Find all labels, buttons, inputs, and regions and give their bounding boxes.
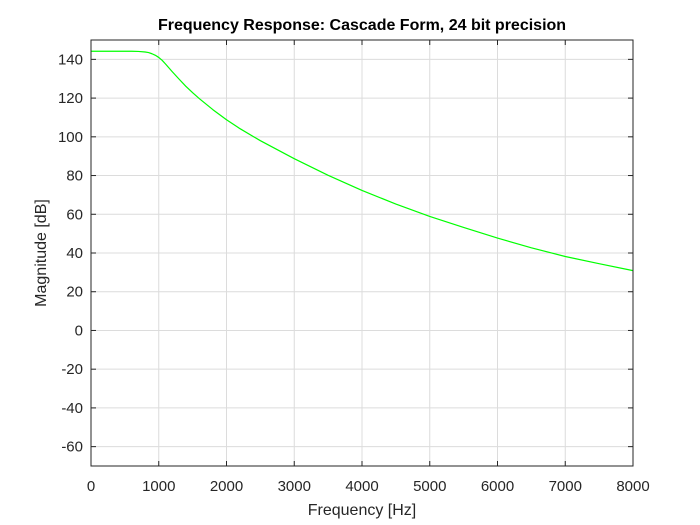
y-tick-label: 20 — [66, 284, 83, 301]
ticks: 0 1000 2000 3000 4000 5000 6000 7000 8000-60-40-… — [58, 40, 650, 495]
chart-title: Frequency Response: Cascade Form, 24 bit… — [158, 17, 566, 34]
y-tick-label: 140 — [58, 51, 83, 68]
y-tick-label: 80 — [66, 168, 83, 185]
x-tick-label: 6000 — [481, 478, 514, 495]
x-tick-label: 3000 — [278, 478, 311, 495]
y-tick-label: 40 — [66, 245, 83, 262]
series-layer — [91, 50, 634, 272]
y-tick-label: 100 — [58, 129, 83, 146]
y-tick-label: -20 — [61, 361, 83, 378]
y-tick-label: 120 — [58, 90, 83, 107]
x-tick-label: 7000 — [549, 478, 582, 495]
x-axis-label: Frequency [Hz] — [308, 502, 416, 519]
y-tick-label: 60 — [66, 206, 83, 223]
x-tick-label: 1000 — [142, 478, 175, 495]
x-tick-label: 8000 — [616, 478, 649, 495]
x-tick-label: 5000 — [413, 478, 446, 495]
series-line — [91, 50, 634, 272]
grid — [91, 40, 633, 466]
y-axis-label: Magnitude [dB] — [33, 199, 50, 307]
x-tick-label: 2000 — [210, 478, 243, 495]
y-tick-label: 0 — [75, 322, 83, 339]
y-tick-label: -60 — [61, 439, 83, 456]
x-tick-label: 4000 — [345, 478, 378, 495]
y-tick-label: -40 — [61, 400, 83, 417]
x-tick-label: 0 — [87, 478, 95, 495]
